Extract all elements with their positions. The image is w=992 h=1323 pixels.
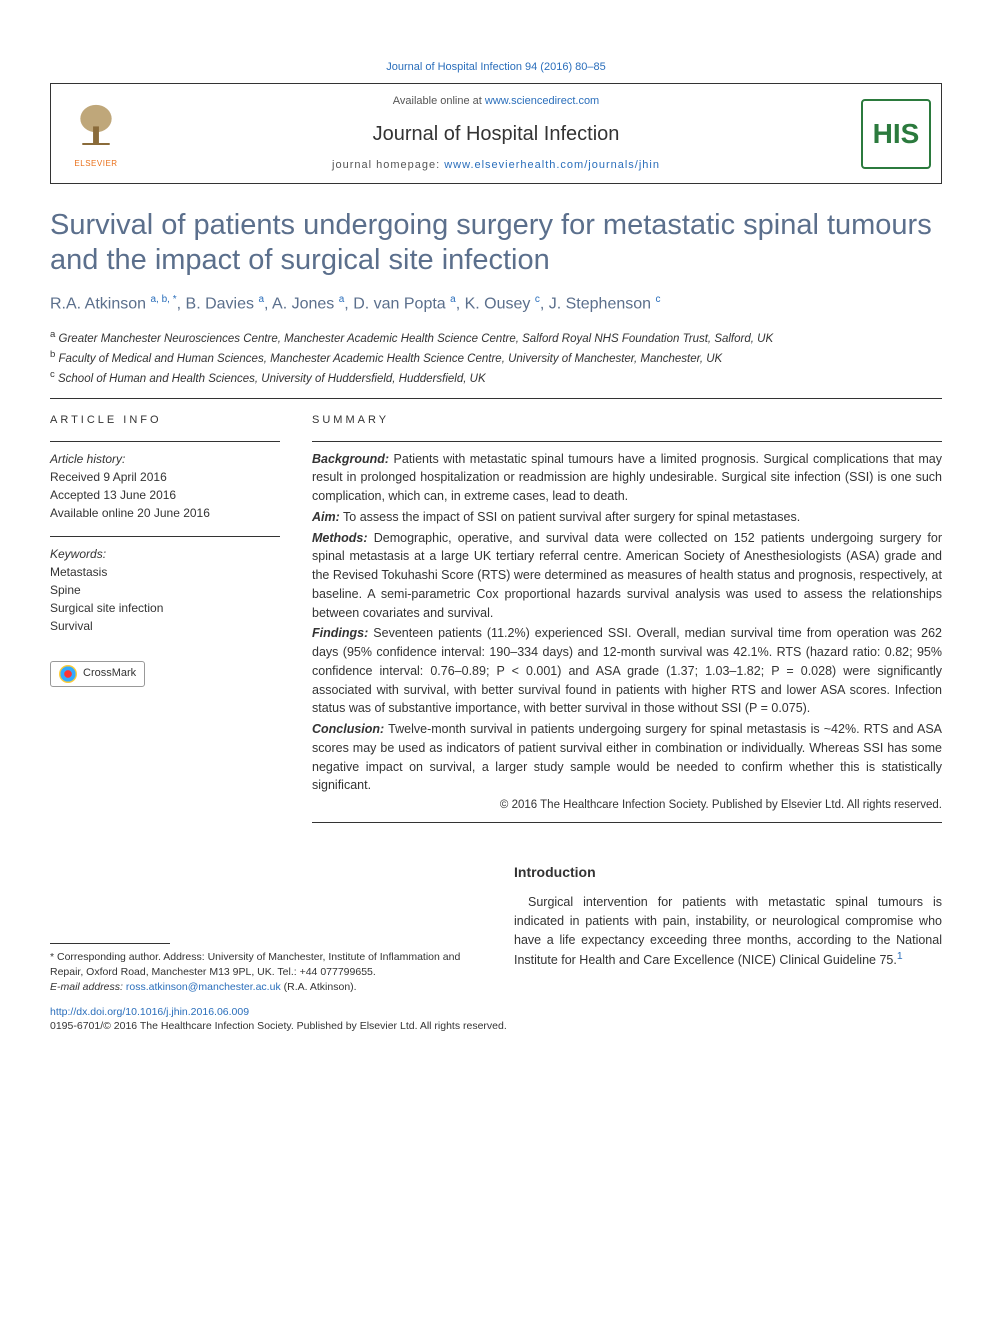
corresponding-author: * Corresponding author. Address: Univers… <box>50 950 478 979</box>
article-title: Survival of patients undergoing surgery … <box>50 208 942 278</box>
journal-homepage-line: journal homepage: www.elsevierhealth.com… <box>149 158 843 173</box>
keywords-label: Keywords: <box>50 545 280 563</box>
article-info-head: ARTICLE INFO <box>50 413 280 428</box>
article-history: Article history: Received 9 April 2016 A… <box>50 441 280 522</box>
introduction-text: Surgical intervention for patients with … <box>514 893 942 970</box>
summary-background-label: Background: <box>312 452 389 466</box>
summary-background-text: Patients with metastatic spinal tumours … <box>312 452 942 504</box>
intro-paragraph: Surgical intervention for patients with … <box>514 895 942 967</box>
journal-name: Journal of Hospital Infection <box>149 120 843 148</box>
running-citation: Journal of Hospital Infection 94 (2016) … <box>50 60 942 75</box>
summary-conclusion-label: Conclusion: <box>312 722 384 736</box>
summary-conclusion-text: Twelve-month survival in patients underg… <box>312 722 942 792</box>
his-logo-icon: HIS <box>861 99 931 169</box>
summary-findings-label: Findings: <box>312 626 368 640</box>
affiliation-line: a Greater Manchester Neurosciences Centr… <box>50 328 942 348</box>
affiliation-line: b Faculty of Medical and Human Sciences,… <box>50 348 942 368</box>
doi-link[interactable]: http://dx.doi.org/10.1016/j.jhin.2016.06… <box>50 1006 249 1018</box>
introduction-head: Introduction <box>514 863 942 883</box>
issn-copyright: 0195-6701/© 2016 The Healthcare Infectio… <box>50 1019 942 1034</box>
affiliation-line: c School of Human and Health Sciences, U… <box>50 368 942 388</box>
crossmark-icon <box>59 665 77 683</box>
summary-aim-label: Aim: <box>312 510 340 524</box>
history-line: Available online 20 June 2016 <box>50 504 280 522</box>
footer-block: http://dx.doi.org/10.1016/j.jhin.2016.06… <box>50 1005 942 1034</box>
keyword: Survival <box>50 617 280 635</box>
summary-aim-text: To assess the impact of SSI on patient s… <box>343 510 800 524</box>
publisher-logo: ELSEVIER <box>51 84 141 183</box>
summary-methods-label: Methods: <box>312 531 368 545</box>
summary-body: Background: Patients with metastatic spi… <box>312 450 942 815</box>
footnotes: * Corresponding author. Address: Univers… <box>50 863 478 994</box>
rule-divider <box>50 398 942 399</box>
rule-divider <box>312 822 942 823</box>
journal-homepage-link[interactable]: www.elsevierhealth.com/journals/jhin <box>444 159 660 171</box>
elsevier-tree-icon <box>68 99 124 154</box>
summary-findings-text: Seventeen patients (11.2%) experienced S… <box>312 626 942 715</box>
available-prefix: Available online at <box>393 95 485 107</box>
publisher-wordmark: ELSEVIER <box>74 158 117 169</box>
homepage-prefix: journal homepage: <box>332 159 444 171</box>
available-online-line: Available online at www.sciencedirect.co… <box>149 94 843 109</box>
summary-head: SUMMARY <box>312 413 942 428</box>
email-label: E-mail address: <box>50 981 123 993</box>
keyword: Metastasis <box>50 563 280 581</box>
article-history-label: Article history: <box>50 450 280 468</box>
footnote-rule <box>50 943 170 944</box>
history-line: Accepted 13 June 2016 <box>50 486 280 504</box>
history-line: Received 9 April 2016 <box>50 468 280 486</box>
summary-methods-text: Demographic, operative, and survival dat… <box>312 531 942 620</box>
rule-divider <box>312 441 942 442</box>
crossmark-label: CrossMark <box>83 666 136 681</box>
citation-ref[interactable]: 1 <box>897 951 903 962</box>
keywords-block: Keywords: Metastasis Spine Surgical site… <box>50 536 280 635</box>
author-list: R.A. Atkinson a, b, *, B. Davies a, A. J… <box>50 292 942 316</box>
summary-copyright: © 2016 The Healthcare Infection Society.… <box>312 797 942 814</box>
sciencedirect-link[interactable]: www.sciencedirect.com <box>485 95 599 107</box>
keyword: Spine <box>50 581 280 599</box>
journal-masthead: ELSEVIER Available online at www.science… <box>50 83 942 184</box>
keyword: Surgical site infection <box>50 599 280 617</box>
email-suffix: (R.A. Atkinson). <box>284 981 357 993</box>
author-email-link[interactable]: ross.atkinson@manchester.ac.uk <box>126 981 281 993</box>
affiliations: a Greater Manchester Neurosciences Centr… <box>50 328 942 388</box>
crossmark-badge[interactable]: CrossMark <box>50 661 145 687</box>
society-logo: HIS <box>851 84 941 183</box>
